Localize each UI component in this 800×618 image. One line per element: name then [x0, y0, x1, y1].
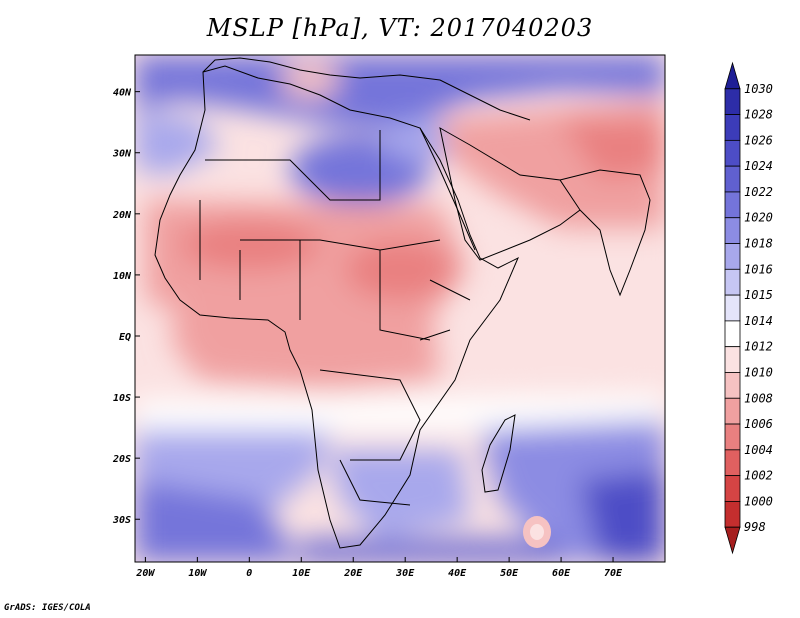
map-title: MSLP [hPa], VT: 2017040203 — [206, 14, 594, 42]
lat-tick-label: 20S — [112, 454, 131, 465]
colorbar-level-label: 1030 — [744, 82, 773, 96]
lon-tick-label: 30E — [395, 568, 415, 579]
lat-tick-label: EQ — [119, 332, 131, 343]
colorbar-level-label: 1022 — [744, 185, 773, 199]
lat-tick-label: 20N — [112, 210, 132, 221]
colorbar-swatch — [724, 217, 741, 244]
colorbar-level-label: 1024 — [744, 159, 773, 173]
lon-tick-label: 70E — [604, 568, 623, 579]
lat-tick-label: 10N — [113, 271, 132, 282]
lat-tick-label: 40N — [113, 88, 132, 99]
colorbar-level-label: 1010 — [744, 365, 773, 379]
colorbar-level-label: 1026 — [744, 133, 773, 147]
colorbar-level-label: 1020 — [744, 211, 773, 225]
colorbar-swatch — [724, 139, 741, 167]
colorbar-swatch — [724, 61, 741, 90]
colorbar-swatch — [724, 346, 741, 373]
colorbar-swatch — [724, 372, 741, 399]
colorbar-level-label: 1015 — [744, 288, 773, 302]
grads-credit: GrADS: IGES/COLA — [4, 603, 91, 613]
colorbar-swatch — [724, 501, 741, 528]
lon-tick-label: 10E — [292, 568, 311, 579]
lat-tick-label: 30N — [112, 149, 132, 160]
colorbar-level-label: 1004 — [744, 443, 773, 457]
colorbar-swatch — [724, 423, 741, 451]
lat-tick-label: 10S — [113, 393, 131, 404]
colorbar-swatch — [724, 320, 741, 348]
colorbar-swatch — [724, 243, 741, 270]
plot-frame — [134, 54, 666, 563]
colorbar-swatch — [724, 165, 741, 193]
lon-tick-label: 50E — [500, 568, 519, 579]
lon-tick-label: 60E — [552, 568, 571, 579]
colorbar-level-label: 1008 — [744, 391, 773, 405]
colorbar-level-label: 1016 — [744, 262, 773, 276]
lon-tick-label: 20E — [343, 568, 363, 579]
lon-tick-label: 0 — [246, 568, 252, 579]
lon-tick-label: 20W — [135, 568, 155, 579]
colorbar-swatch — [724, 191, 741, 219]
colorbar-level-label: 1028 — [744, 108, 773, 122]
colorbar-swatch — [724, 294, 741, 322]
colorbar-level-label: 998 — [744, 520, 766, 534]
pressure-field — [135, 55, 665, 562]
coastlines — [154, 57, 651, 549]
colorbar-swatch — [724, 475, 741, 502]
colorbar-level-label: 1006 — [744, 417, 773, 431]
colorbar-swatch — [724, 88, 741, 115]
lat-axis: 40N 30N 20N 10N EQ 10S 20S 30S — [112, 88, 140, 526]
colorbar-swatch — [724, 114, 741, 141]
lon-tick-label: 10W — [188, 568, 207, 579]
lat-tick-label: 30S — [112, 515, 131, 526]
colorbar-level-label: 1002 — [744, 469, 773, 483]
colorbar-level-label: 1012 — [744, 340, 773, 354]
colorbar-swatch — [724, 397, 741, 425]
lon-tick-label: 40E — [448, 568, 467, 579]
colorbar-level-label: 1014 — [744, 314, 773, 328]
lon-axis: 20W 10W 0 10E 20E 30E 40E 50E 60E 70E — [135, 557, 623, 579]
colorbar-level-label: 1000 — [744, 494, 773, 508]
colorbar: 1030 1028 1026 1024 1022 1020 1018 1016 1015 1014… — [724, 61, 773, 555]
colorbar-swatch — [724, 449, 741, 477]
colorbar-level-label: 1018 — [744, 237, 773, 251]
colorbar-swatch — [724, 268, 741, 296]
colorbar-swatch — [724, 526, 741, 555]
